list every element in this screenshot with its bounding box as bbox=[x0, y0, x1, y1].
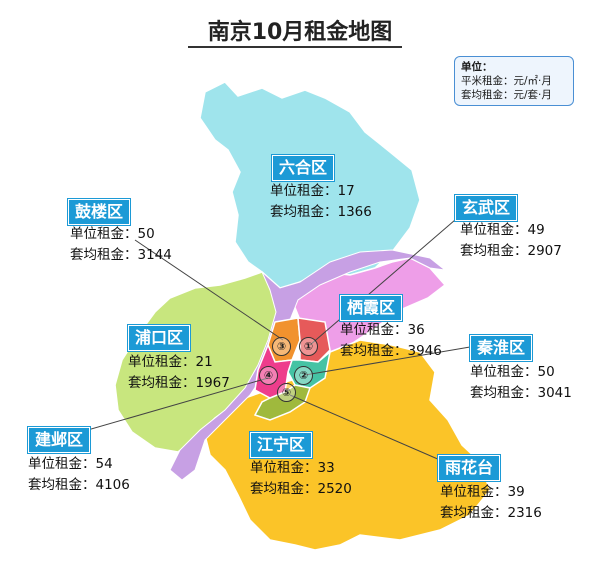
info-yuhuatai: 单位租金：39 套均租金：2316 bbox=[440, 482, 542, 524]
info-luhe: 单位租金：17 套均租金：1366 bbox=[270, 181, 372, 223]
tag-gulou: 鼓楼区 bbox=[68, 199, 131, 225]
info-xuanwu: 单位租金：49 套均租金：2907 bbox=[460, 220, 562, 262]
info-jianye: 单位租金：54 套均租金：4106 bbox=[28, 454, 130, 496]
qixia-unit-rent: 单位租金：36 bbox=[340, 322, 425, 338]
pukou-unit-rent: 单位租金：21 bbox=[128, 354, 213, 370]
marker-1: ① bbox=[299, 337, 318, 356]
tag-luhe: 六合区 bbox=[272, 155, 335, 181]
tag-jianye: 建邺区 bbox=[28, 427, 91, 453]
unit-legend-line-2: 套均租金：元/套·月 bbox=[461, 89, 552, 101]
marker-4: ④ bbox=[259, 366, 278, 385]
leader-line-yuhuatai bbox=[289, 394, 441, 461]
unit-legend: 单位： 平米租金：元/㎡·月 套均租金：元/套·月 bbox=[454, 56, 574, 106]
tag-pukou: 浦口区 bbox=[128, 325, 191, 351]
leader-line-gulou bbox=[134, 239, 284, 341]
tag-qixia: 栖霞区 bbox=[340, 295, 403, 321]
marker-5: ⑤ bbox=[277, 383, 296, 402]
yuhuatai-unit-rent: 单位租金：39 bbox=[440, 484, 525, 500]
jiangning-avg-rent: 套均租金：2520 bbox=[250, 481, 352, 497]
marker-3: ③ bbox=[272, 337, 291, 356]
tag-jiangning: 江宁区 bbox=[250, 432, 313, 458]
qixia-avg-rent: 套均租金：3946 bbox=[340, 343, 442, 359]
leader-line-jianye bbox=[59, 377, 269, 439]
gulou-unit-rent: 单位租金：50 bbox=[70, 226, 155, 242]
xuanwu-avg-rent: 套均租金：2907 bbox=[460, 243, 562, 259]
yuhuatai-avg-rent: 套均租金：2316 bbox=[440, 505, 542, 521]
xuanwu-unit-rent: 单位租金：49 bbox=[460, 222, 545, 238]
jianye-avg-rent: 套均租金：4106 bbox=[28, 477, 130, 493]
tag-xuanwu: 玄武区 bbox=[455, 195, 518, 221]
unit-legend-line-1: 平米租金：元/㎡·月 bbox=[461, 75, 552, 87]
leader-line-xuanwu bbox=[309, 219, 456, 346]
jiangning-unit-rent: 单位租金：33 bbox=[250, 460, 335, 476]
pukou-avg-rent: 套均租金：1967 bbox=[128, 375, 230, 391]
info-jiangning: 单位租金：33 套均租金：2520 bbox=[250, 458, 352, 500]
title-underline bbox=[188, 46, 402, 48]
luhe-unit-rent: 单位租金：17 bbox=[270, 183, 355, 199]
info-qinhuai: 单位租金：50 套均租金：3041 bbox=[470, 362, 572, 404]
info-gulou: 单位租金：50 套均租金：3144 bbox=[70, 224, 172, 266]
gulou-avg-rent: 套均租金：3144 bbox=[70, 247, 172, 263]
qinhuai-unit-rent: 单位租金：50 bbox=[470, 364, 555, 380]
info-qixia: 单位租金：36 套均租金：3946 bbox=[340, 320, 442, 362]
tag-yuhuatai: 雨花台 bbox=[438, 455, 501, 481]
tag-qinhuai: 秦淮区 bbox=[470, 335, 533, 361]
district-yuhuatai bbox=[253, 384, 311, 421]
luhe-avg-rent: 套均租金：1366 bbox=[270, 204, 372, 220]
leader-line-qinhuai bbox=[304, 346, 471, 376]
info-pukou: 单位租金：21 套均租金：1967 bbox=[128, 352, 230, 394]
jianye-unit-rent: 单位租金：54 bbox=[28, 456, 113, 472]
qinhuai-avg-rent: 套均租金：3041 bbox=[470, 385, 572, 401]
map-title: 南京10月租金地图 bbox=[207, 20, 393, 45]
unit-legend-title: 单位： bbox=[461, 61, 493, 73]
marker-2: ② bbox=[294, 366, 313, 385]
